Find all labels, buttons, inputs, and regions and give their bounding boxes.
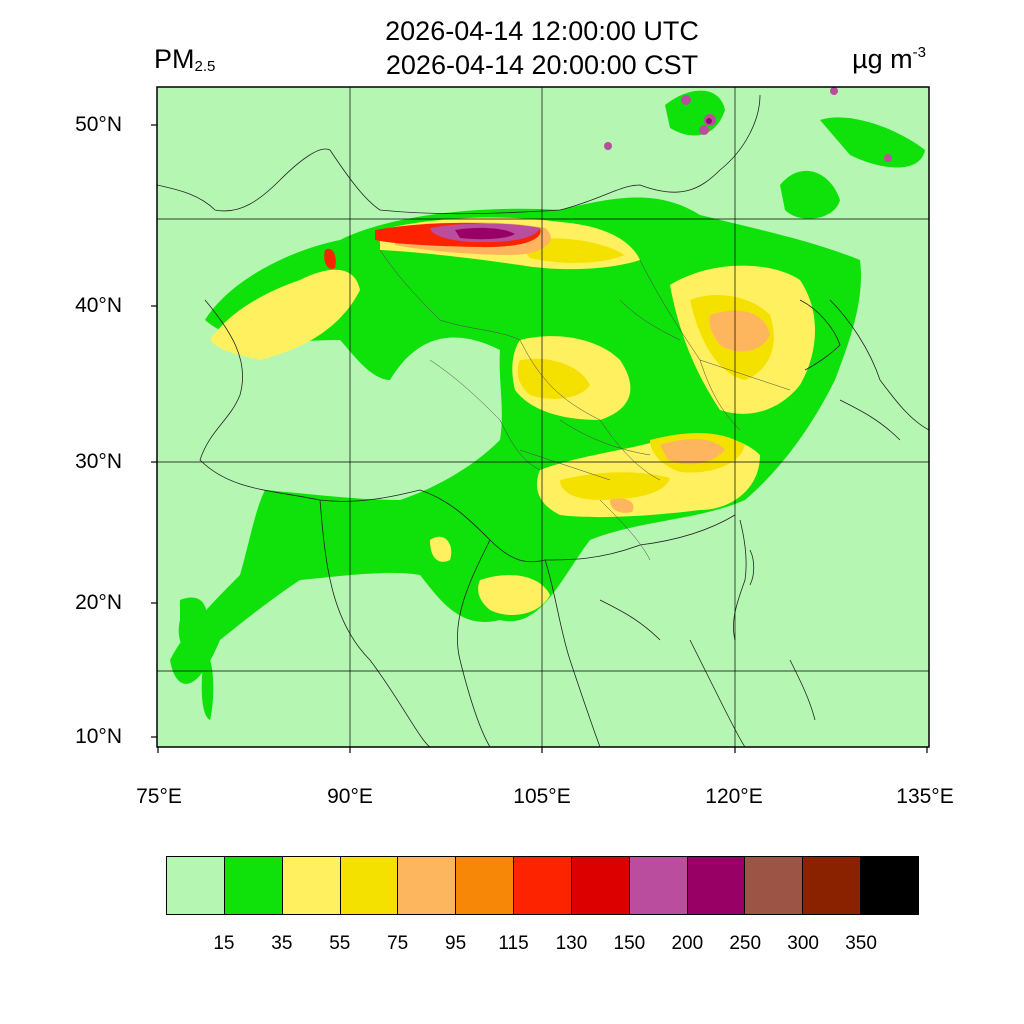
variable-name: PM xyxy=(154,44,195,74)
colorbar-tick-label: 55 xyxy=(329,933,351,954)
lon-label-75e: 75°E xyxy=(136,785,182,808)
colorbar-tick-label: 250 xyxy=(729,933,762,954)
colorbar-cell xyxy=(571,857,630,914)
colorbar-tick-label: 95 xyxy=(445,933,467,954)
colorbar-cell xyxy=(282,857,341,914)
lon-label-120e: 120°E xyxy=(705,785,763,808)
variable-label: PM2.5 xyxy=(154,44,215,75)
colorbar-tick-label: 115 xyxy=(498,933,529,954)
colorbar-tick-label: 75 xyxy=(387,933,409,954)
lon-label-135e: 135°E xyxy=(896,785,954,808)
colorbar-cell xyxy=(861,857,918,914)
colorbar-cell xyxy=(803,857,862,914)
colorbar-tick-label: 150 xyxy=(613,933,646,954)
lat-label-10n: 10°N xyxy=(75,725,122,748)
colorbar-tick-label: 15 xyxy=(213,933,235,954)
unit-name: µg m xyxy=(852,44,913,74)
colorbar-cell xyxy=(456,857,515,914)
unit-label: µg m-3 xyxy=(852,44,926,75)
map-frame xyxy=(156,86,930,748)
colorbar-cell xyxy=(745,857,804,914)
colorbar-cell xyxy=(340,857,399,914)
colorbar-tick-label: 130 xyxy=(555,933,588,954)
lon-label-90e: 90°E xyxy=(327,785,373,808)
lat-label-20n: 20°N xyxy=(75,591,122,614)
variable-subscript: 2.5 xyxy=(194,58,216,75)
colorbar xyxy=(166,856,919,915)
lat-label-30n: 30°N xyxy=(75,450,122,473)
colorbar-cell xyxy=(687,857,746,914)
colorbar-cell xyxy=(514,857,572,914)
colorbar-cell xyxy=(398,857,457,914)
unit-superscript: -3 xyxy=(912,44,926,61)
colorbar-cell xyxy=(629,857,688,914)
plot-area xyxy=(157,87,929,747)
pm25-level-purple xyxy=(455,118,712,240)
map-title-utc: 2026-04-14 12:00:00 UTC xyxy=(385,16,699,46)
country-borders xyxy=(157,94,929,747)
graticule xyxy=(157,87,929,747)
colorbar-cell xyxy=(224,857,283,914)
lon-label-105e: 105°E xyxy=(513,785,571,808)
colorbar-tick-label: 350 xyxy=(845,933,877,954)
axis-ticks xyxy=(151,124,928,753)
colorbar-tick-label: 300 xyxy=(787,933,819,954)
map-title-cst: 2026-04-14 20:00:00 CST xyxy=(385,50,699,80)
colorbar-tick-label: 35 xyxy=(271,933,293,954)
lat-label-50n: 50°N xyxy=(75,113,122,136)
colorbar-cell xyxy=(167,857,225,914)
province-borders xyxy=(379,249,791,561)
colorbar-tick-label: 200 xyxy=(671,933,704,954)
lat-label-40n: 40°N xyxy=(75,294,122,317)
